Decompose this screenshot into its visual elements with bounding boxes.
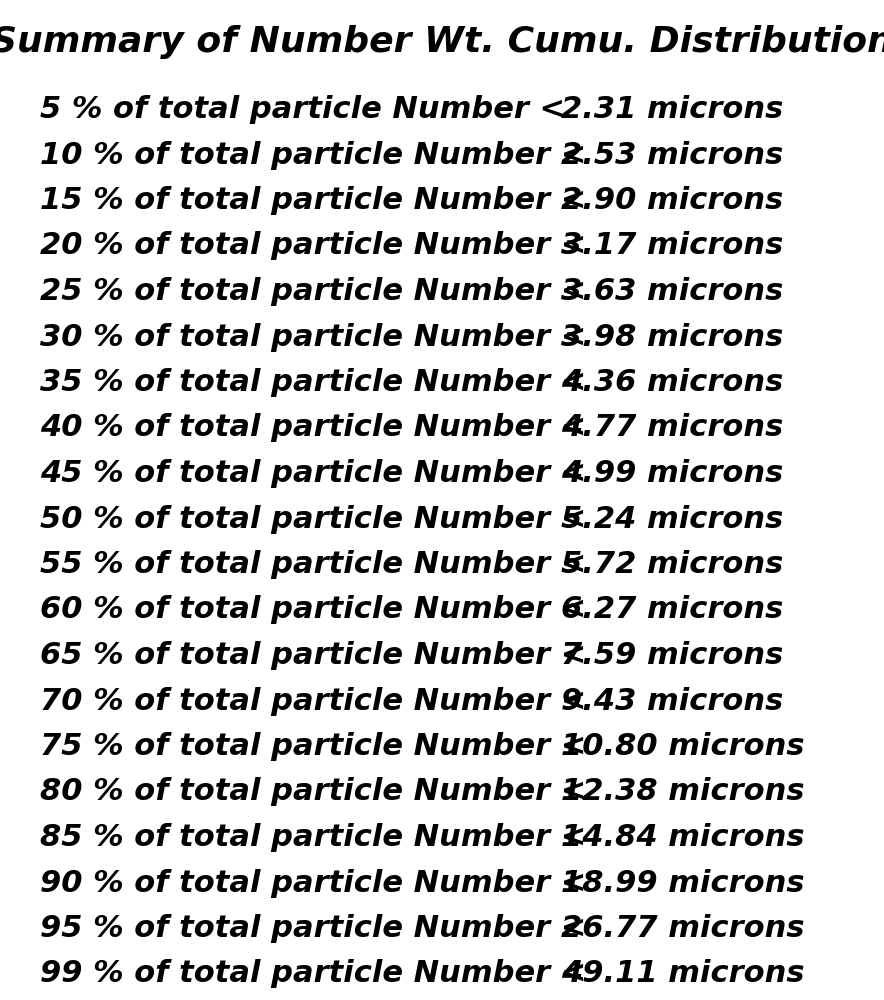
Text: 85 % of total particle Number <: 85 % of total particle Number < [40, 823, 586, 852]
Text: 40 % of total particle Number <: 40 % of total particle Number < [40, 414, 586, 442]
Text: 10.80 microns: 10.80 microns [561, 732, 804, 761]
Text: 26.77 microns: 26.77 microns [561, 914, 804, 943]
Text: 25 % of total particle Number <: 25 % of total particle Number < [40, 277, 586, 306]
Text: 7.59 microns: 7.59 microns [561, 641, 783, 670]
Text: Summary of Number Wt. Cumu. Distribution: Summary of Number Wt. Cumu. Distribution [0, 25, 884, 59]
Text: 45 % of total particle Number <: 45 % of total particle Number < [40, 459, 586, 488]
Text: 30 % of total particle Number <: 30 % of total particle Number < [40, 322, 586, 352]
Text: 50 % of total particle Number <: 50 % of total particle Number < [40, 504, 586, 533]
Text: 2.31 microns: 2.31 microns [561, 95, 783, 124]
Text: 2.90 microns: 2.90 microns [561, 186, 783, 215]
Text: 90 % of total particle Number <: 90 % of total particle Number < [40, 868, 586, 898]
Text: 55 % of total particle Number <: 55 % of total particle Number < [40, 550, 586, 579]
Text: 20 % of total particle Number <: 20 % of total particle Number < [40, 232, 586, 260]
Text: 12.38 microns: 12.38 microns [561, 778, 804, 806]
Text: 3.17 microns: 3.17 microns [561, 232, 783, 260]
Text: 2.53 microns: 2.53 microns [561, 140, 783, 169]
Text: 3.98 microns: 3.98 microns [561, 322, 783, 352]
Text: 5.24 microns: 5.24 microns [561, 504, 783, 533]
Text: 95 % of total particle Number <: 95 % of total particle Number < [40, 914, 586, 943]
Text: 14.84 microns: 14.84 microns [561, 823, 804, 852]
Text: 60 % of total particle Number <: 60 % of total particle Number < [40, 595, 586, 624]
Text: 4.36 microns: 4.36 microns [561, 368, 783, 397]
Text: 75 % of total particle Number <: 75 % of total particle Number < [40, 732, 586, 761]
Text: 15 % of total particle Number <: 15 % of total particle Number < [40, 186, 586, 215]
Text: 18.99 microns: 18.99 microns [561, 868, 804, 898]
Text: 5.72 microns: 5.72 microns [561, 550, 783, 579]
Text: 4.99 microns: 4.99 microns [561, 459, 783, 488]
Text: 49.11 microns: 49.11 microns [561, 959, 804, 988]
Text: 80 % of total particle Number <: 80 % of total particle Number < [40, 778, 586, 806]
Text: 35 % of total particle Number <: 35 % of total particle Number < [40, 368, 586, 397]
Text: 70 % of total particle Number <: 70 % of total particle Number < [40, 686, 586, 716]
Text: 3.63 microns: 3.63 microns [561, 277, 783, 306]
Text: 9.43 microns: 9.43 microns [561, 686, 783, 716]
Text: 99 % of total particle Number <: 99 % of total particle Number < [40, 959, 586, 988]
Text: 6.27 microns: 6.27 microns [561, 595, 783, 624]
Text: 5 % of total particle Number <: 5 % of total particle Number < [40, 95, 565, 124]
Text: 65 % of total particle Number <: 65 % of total particle Number < [40, 641, 586, 670]
Text: 10 % of total particle Number <: 10 % of total particle Number < [40, 140, 586, 169]
Text: 4.77 microns: 4.77 microns [561, 414, 783, 442]
